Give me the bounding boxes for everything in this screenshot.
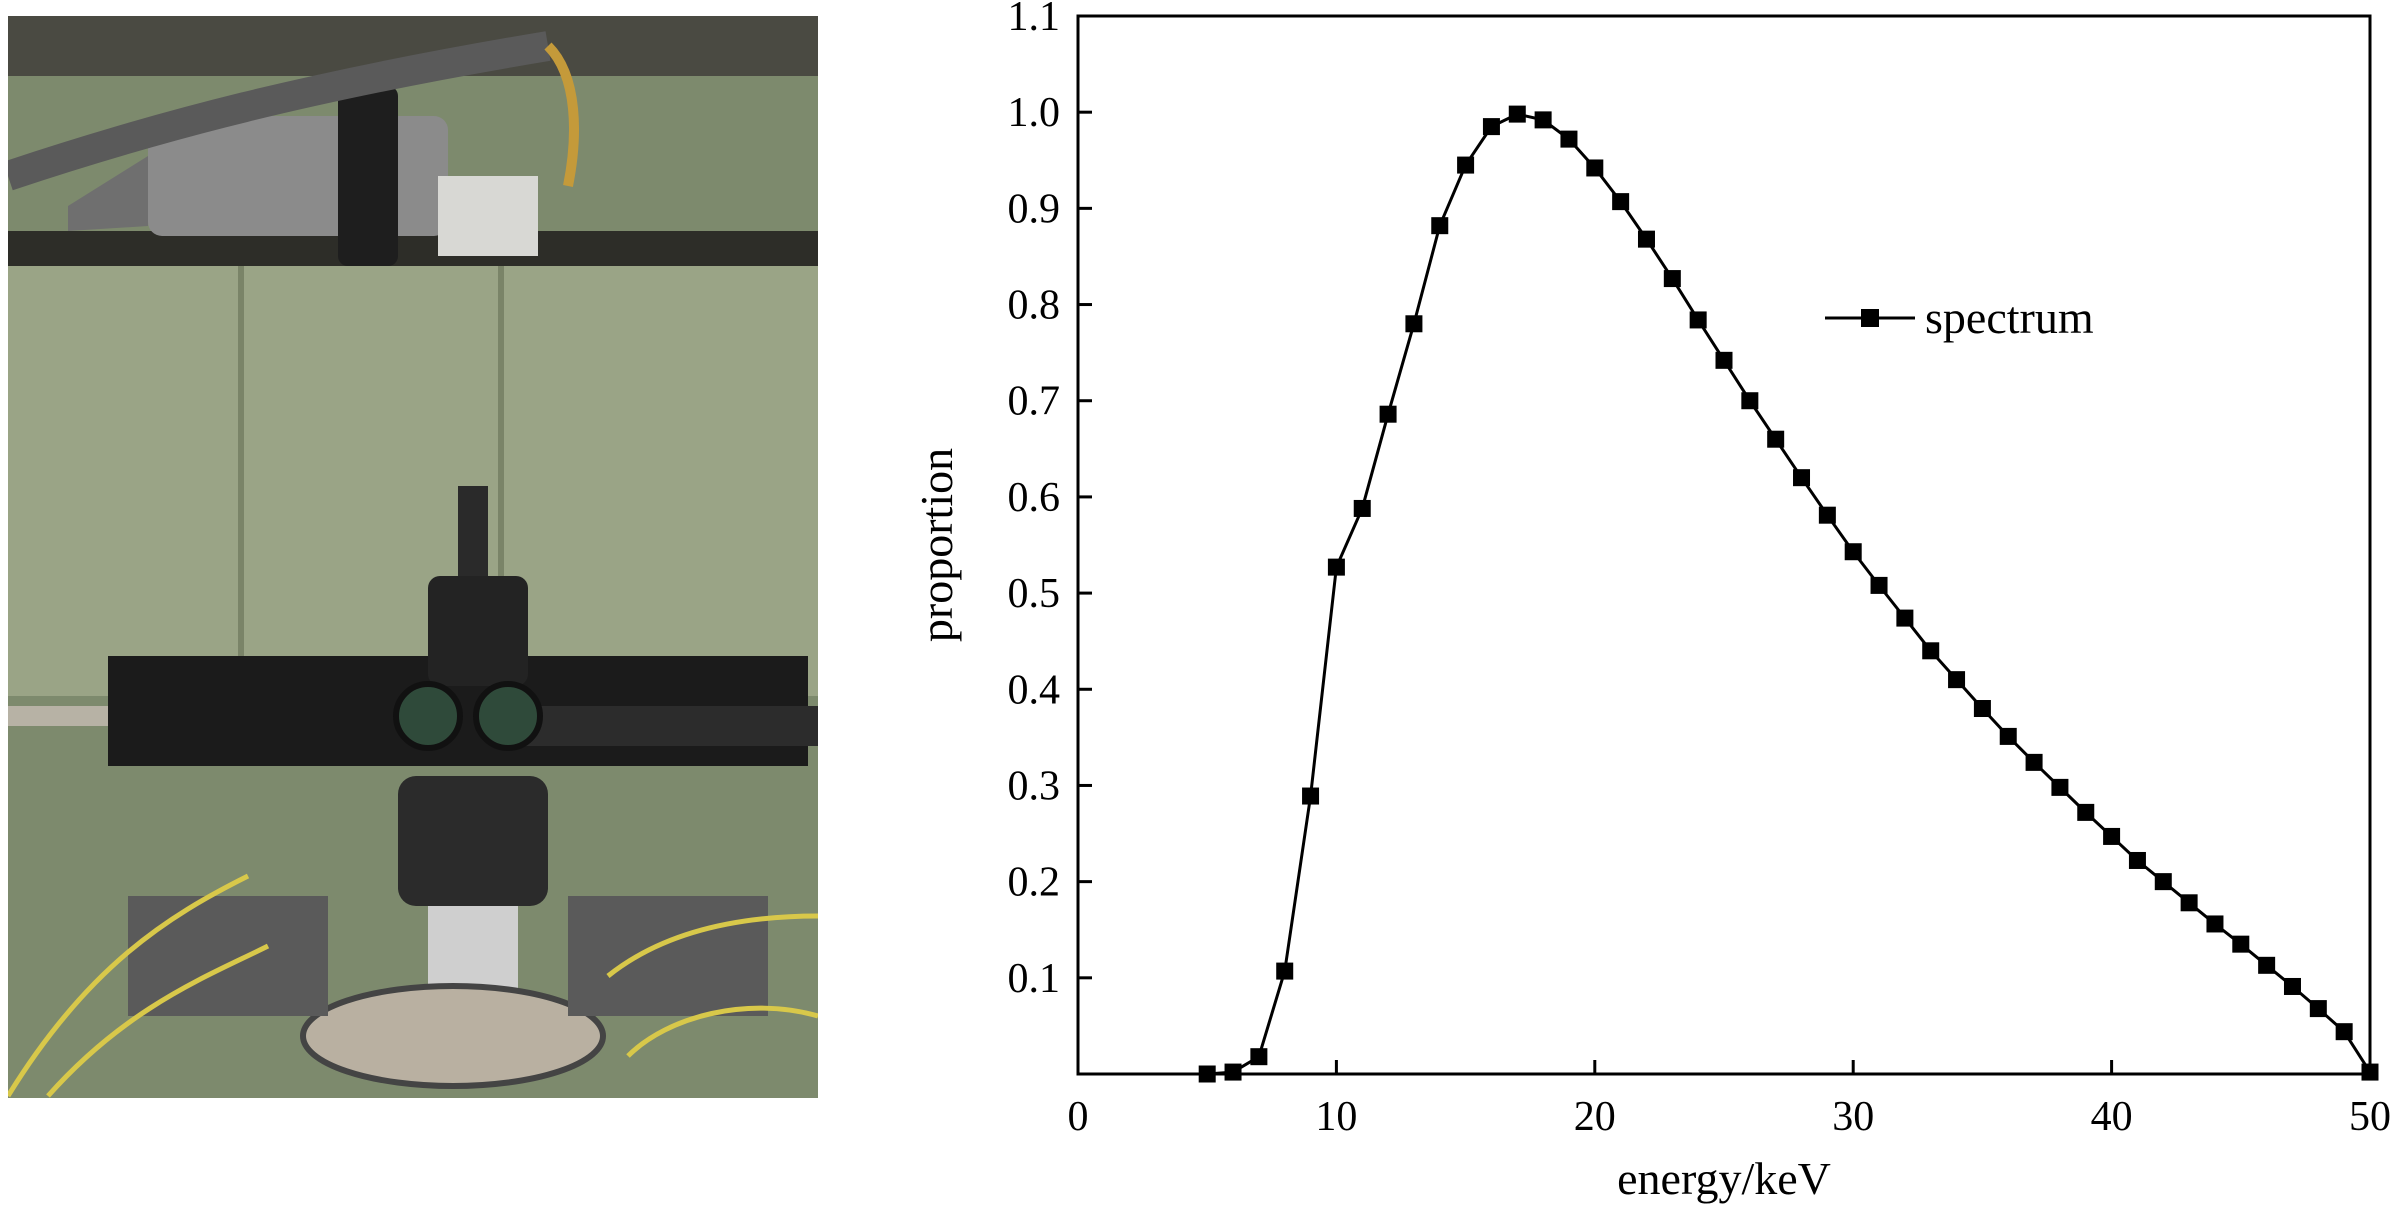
x-axis-title: energy/keV bbox=[1617, 1153, 1831, 1204]
xray-tube-nose bbox=[68, 156, 148, 231]
legend: spectrum bbox=[1825, 292, 2094, 343]
xray-hose bbox=[8, 31, 551, 191]
data-point-marker bbox=[2154, 873, 2172, 891]
eyepiece-right bbox=[473, 681, 543, 751]
data-point-marker bbox=[2361, 1063, 2379, 1081]
y-tick-label: 0.6 bbox=[1008, 475, 1061, 521]
data-point-marker bbox=[1741, 392, 1759, 410]
data-point-marker bbox=[1353, 499, 1371, 517]
sample-ring bbox=[300, 983, 606, 1089]
optical-fiber bbox=[46, 943, 270, 1098]
photo-wall-seam bbox=[238, 266, 244, 696]
data-point-marker bbox=[1405, 315, 1423, 333]
xray-tube-clamp bbox=[338, 86, 398, 266]
x-tick-label: 20 bbox=[1574, 1094, 1616, 1140]
data-point-marker bbox=[2077, 803, 2095, 821]
legend-label: spectrum bbox=[1925, 292, 2094, 343]
series-layer bbox=[1198, 105, 2379, 1083]
data-point-marker bbox=[2283, 977, 2301, 995]
data-point-marker bbox=[2258, 956, 2276, 974]
data-point-marker bbox=[2128, 851, 2146, 869]
y-tick-label: 0.4 bbox=[1008, 667, 1061, 713]
data-point-marker bbox=[1431, 217, 1449, 235]
data-point-marker bbox=[1689, 311, 1707, 329]
photo-illustration bbox=[8, 16, 818, 1098]
y-tick-label: 1.1 bbox=[1008, 0, 1061, 40]
chart-svg: 0.1 0.2 0.3 0.4 0.5 0.6 0.7 0.8 0.9 1.0 1.1 0 10 20 3… bbox=[911, 0, 2391, 1204]
data-point-marker bbox=[1767, 430, 1785, 448]
data-point-marker bbox=[1302, 787, 1320, 805]
photo-wall-seam bbox=[498, 266, 504, 696]
data-point-marker bbox=[2180, 894, 2198, 912]
y-tick-label: 0.2 bbox=[1008, 860, 1061, 906]
manipulator-left bbox=[128, 896, 328, 1016]
manipulator-right bbox=[568, 896, 768, 1016]
photo-shelf bbox=[8, 231, 818, 266]
data-point-marker bbox=[1482, 118, 1500, 136]
data-point-marker bbox=[1250, 1048, 1268, 1066]
data-point-marker bbox=[2232, 935, 2250, 953]
data-point-marker bbox=[1844, 543, 1862, 561]
stage-arm bbox=[518, 706, 818, 746]
x-tick-label: 40 bbox=[2091, 1094, 2133, 1140]
data-point-marker bbox=[2206, 915, 2224, 933]
data-point-marker bbox=[2309, 1000, 2327, 1018]
data-point-marker bbox=[1818, 506, 1836, 524]
data-point-marker bbox=[1586, 159, 1604, 177]
legend-marker bbox=[1861, 309, 1879, 327]
y-axis-ticks: 0.1 0.2 0.3 0.4 0.5 0.6 0.7 0.8 0.9 1.0 1.1 bbox=[1008, 0, 1092, 1002]
data-point-marker bbox=[1508, 105, 1526, 123]
data-point-marker bbox=[1637, 230, 1655, 248]
optical-fiber bbox=[606, 913, 818, 978]
data-point-marker bbox=[1612, 193, 1630, 211]
data-point-marker bbox=[1715, 351, 1733, 369]
y-tick-label: 0.9 bbox=[1008, 186, 1061, 232]
optical-fiber bbox=[8, 873, 250, 1098]
data-point-marker bbox=[1896, 609, 1914, 627]
photo-wall-panel bbox=[8, 266, 818, 696]
data-point-marker bbox=[1922, 642, 1940, 660]
y-axis-title: proportion bbox=[911, 448, 962, 642]
microscope-body bbox=[398, 776, 548, 906]
x-tick-label: 30 bbox=[1832, 1094, 1874, 1140]
data-point-marker bbox=[1457, 156, 1475, 174]
data-point-marker bbox=[1999, 727, 2017, 745]
y-tick-label: 0.8 bbox=[1008, 283, 1061, 329]
data-point-marker bbox=[1663, 270, 1681, 288]
spectrum-chart: 0.1 0.2 0.3 0.4 0.5 0.6 0.7 0.8 0.9 1.0 1.1 0 10 20 3… bbox=[880, 0, 2405, 1227]
optical-fiber bbox=[626, 1005, 818, 1058]
y-tick-label: 0.1 bbox=[1008, 956, 1061, 1002]
data-point-marker bbox=[1198, 1065, 1216, 1083]
data-point-marker bbox=[1534, 111, 1552, 129]
xray-tube-label-box bbox=[438, 176, 538, 256]
microscope-setup-photo bbox=[8, 16, 818, 1098]
eyepiece-left bbox=[393, 681, 463, 751]
data-point-marker bbox=[1224, 1063, 1242, 1081]
data-point-marker bbox=[1560, 130, 1578, 148]
data-point-marker bbox=[1948, 671, 1966, 689]
data-point-marker bbox=[2051, 778, 2069, 796]
data-point-marker bbox=[1793, 469, 1811, 487]
x-tick-label: 0 bbox=[1068, 1094, 1089, 1140]
brass-fitting bbox=[544, 42, 579, 187]
x-tick-label: 10 bbox=[1315, 1094, 1357, 1140]
x-tick-label: 50 bbox=[2349, 1094, 2391, 1140]
plot-area-frame bbox=[1076, 14, 2372, 1076]
data-point-marker bbox=[1379, 405, 1397, 423]
data-point-marker bbox=[2025, 753, 2043, 771]
data-point-marker bbox=[2335, 1023, 2353, 1041]
microscope-head bbox=[428, 576, 528, 686]
data-point-marker bbox=[1973, 700, 1991, 718]
x-axis-ticks: 0 10 20 30 40 50 bbox=[1068, 1060, 2391, 1140]
data-point-marker bbox=[2103, 827, 2121, 845]
series-line bbox=[1207, 112, 2372, 1076]
data-point-marker bbox=[1870, 576, 1888, 594]
data-point-marker bbox=[1276, 962, 1294, 980]
y-tick-label: 0.3 bbox=[1008, 763, 1061, 809]
y-tick-label: 1.0 bbox=[1008, 90, 1061, 136]
y-tick-label: 0.5 bbox=[1008, 571, 1061, 617]
data-point-marker bbox=[1327, 558, 1345, 576]
y-tick-label: 0.7 bbox=[1008, 379, 1061, 425]
